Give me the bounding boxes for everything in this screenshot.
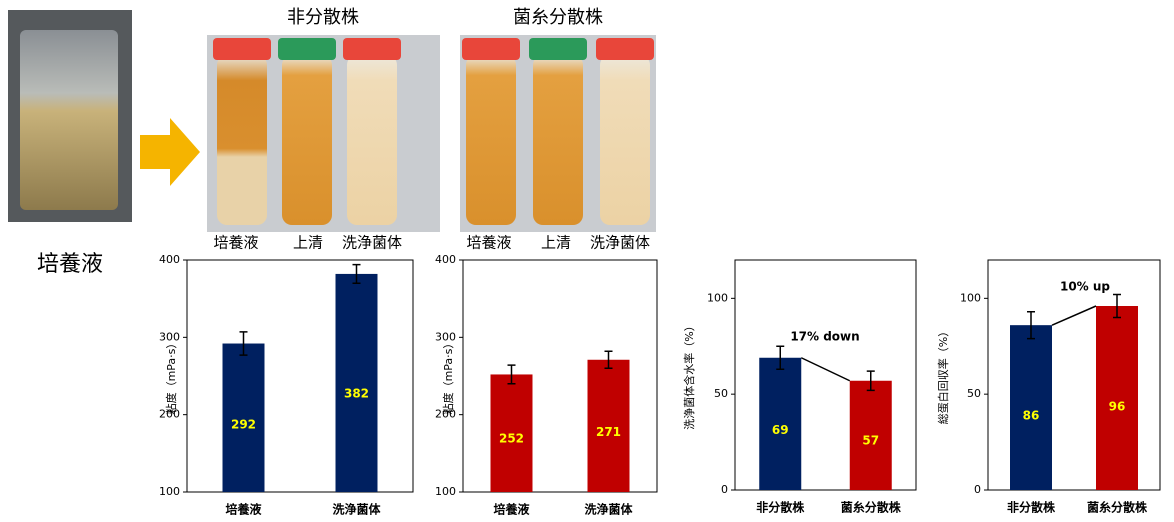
- y-tick-label: 100: [159, 485, 180, 498]
- value-label: 57: [862, 433, 879, 447]
- error-bar: [866, 370, 875, 392]
- value-label: 382: [344, 386, 369, 400]
- error-bar: [352, 263, 361, 284]
- annotation: 17% down: [790, 330, 859, 344]
- bar: [222, 343, 265, 492]
- bar: [490, 374, 533, 492]
- y-tick-label: 0: [721, 483, 728, 496]
- value-label: 292: [231, 418, 256, 432]
- x-tick-label: 非分散株: [756, 500, 805, 515]
- y-axis-label: 粘度（mPa·s）: [441, 338, 455, 415]
- plot-frame: [987, 259, 1161, 491]
- reactor-vessel: [20, 30, 118, 210]
- y-tick-label: 100: [707, 291, 728, 304]
- error-bar: [1027, 311, 1035, 340]
- connector: [1051, 305, 1097, 326]
- x-tick-label: 培養液: [225, 502, 261, 517]
- value-label: 252: [499, 432, 524, 446]
- error-bar: [507, 364, 516, 385]
- x-tick-label: 菌糸分散株: [841, 500, 902, 515]
- value-label: 271: [596, 425, 621, 439]
- y-axis-label: 粘度（mPa·s）: [164, 338, 178, 415]
- culture-label: 培養液: [37, 252, 103, 277]
- plot-frame: [186, 259, 414, 493]
- value-label: 86: [1023, 408, 1040, 422]
- photo-title: 非分散株: [287, 7, 359, 28]
- plot-frame: [462, 259, 658, 493]
- value-label: 96: [1109, 400, 1126, 414]
- y-tick-label: 400: [159, 253, 180, 266]
- connector: [800, 357, 851, 382]
- x-tick-label: 洗浄菌体: [584, 502, 633, 517]
- tube-photo: [207, 35, 440, 232]
- x-tick-label: 菌糸分散株: [1087, 500, 1148, 515]
- bar: [1010, 325, 1052, 490]
- bar: [759, 357, 802, 490]
- bar: [849, 380, 892, 490]
- y-tick-label: 50: [714, 387, 728, 400]
- y-axis-label: 洗浄菌体含水率（%）: [682, 320, 696, 429]
- tube-label: 培養液: [213, 234, 258, 252]
- arrow: [140, 118, 200, 186]
- bar: [587, 359, 630, 492]
- y-tick-label: 200: [159, 408, 180, 421]
- x-tick-label: 培養液: [493, 502, 529, 517]
- value-label: 69: [772, 423, 789, 437]
- y-tick-label: 0: [974, 483, 981, 496]
- y-tick-label: 100: [960, 291, 981, 304]
- bar: [1096, 306, 1138, 490]
- y-axis-label: 総蛋白回収率（%）: [936, 326, 950, 424]
- y-tick-label: 100: [435, 485, 456, 498]
- x-tick-label: 洗浄菌体: [332, 502, 381, 517]
- y-tick-label: 50: [967, 387, 981, 400]
- tube-photo: [460, 35, 656, 232]
- tube-label: 上清: [541, 234, 571, 252]
- y-tick-label: 300: [159, 330, 180, 343]
- bar: [335, 273, 378, 492]
- tube-label: 洗浄菌体: [590, 234, 650, 252]
- x-tick-label: 非分散株: [1007, 500, 1056, 515]
- plot-frame: [734, 259, 917, 491]
- annotation: 10% up: [1060, 280, 1110, 294]
- y-tick-label: 400: [435, 253, 456, 266]
- error-bar: [776, 345, 785, 370]
- error-bar: [1113, 293, 1121, 319]
- tube-label: 洗浄菌体: [342, 234, 402, 252]
- error-bar: [604, 350, 613, 370]
- y-tick-label: 300: [435, 330, 456, 343]
- tube-label: 上清: [293, 234, 323, 252]
- tube-label: 培養液: [466, 234, 511, 252]
- photo-title: 菌糸分散株: [513, 7, 603, 28]
- error-bar: [239, 331, 248, 356]
- y-tick-label: 200: [435, 408, 456, 421]
